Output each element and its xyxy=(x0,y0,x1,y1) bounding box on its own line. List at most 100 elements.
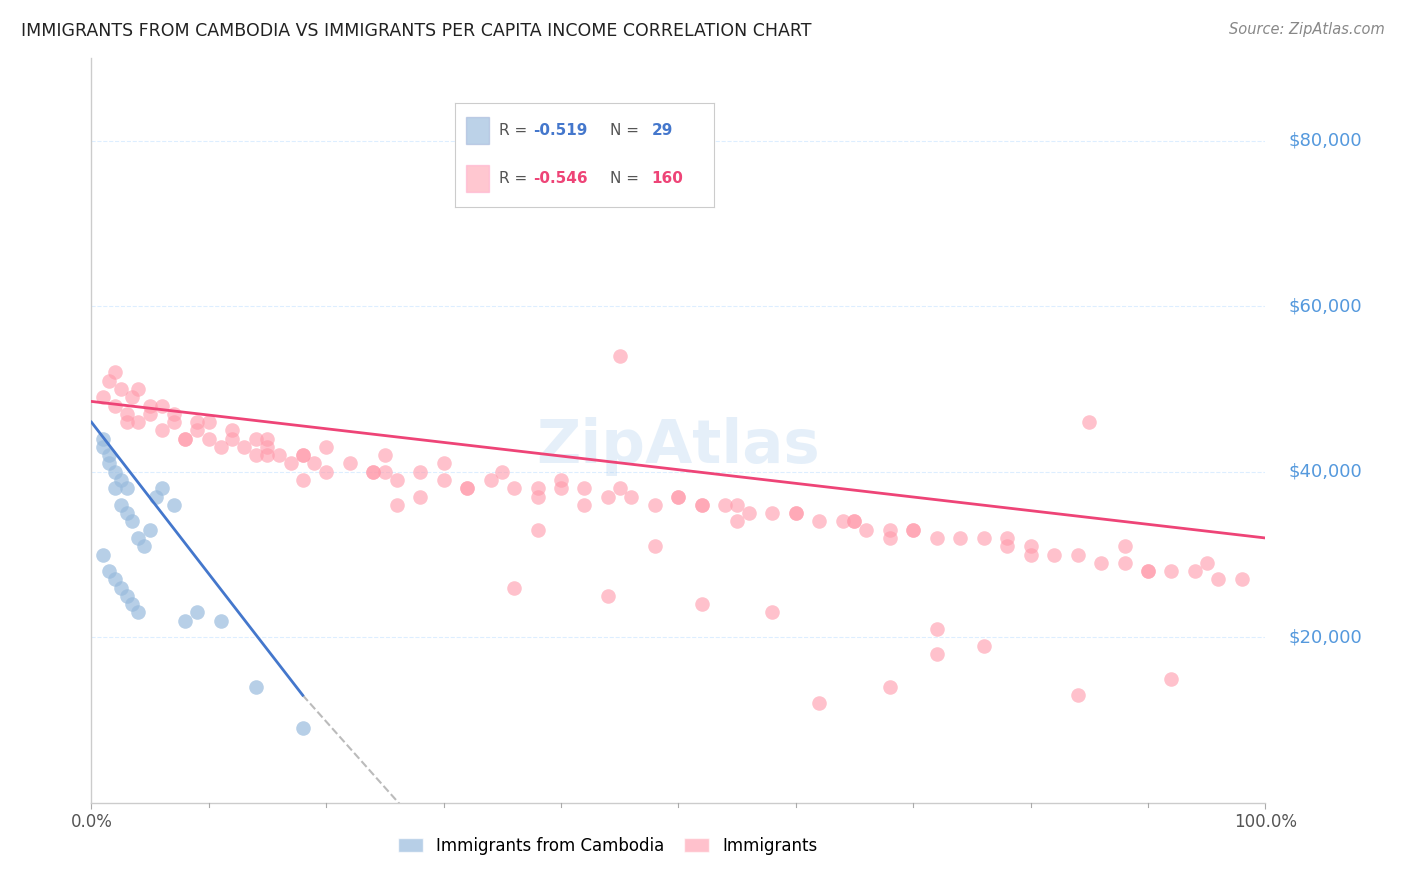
Point xyxy=(666,490,689,504)
Point xyxy=(503,481,526,495)
Point xyxy=(104,573,127,587)
Point xyxy=(550,473,572,487)
Point xyxy=(973,531,995,545)
Point xyxy=(162,407,184,421)
Point xyxy=(690,597,713,611)
Point xyxy=(761,606,783,620)
Point xyxy=(925,622,948,636)
Point xyxy=(150,481,173,495)
Point xyxy=(110,581,132,595)
Point xyxy=(127,531,149,545)
Point xyxy=(91,390,114,404)
Text: ZipAtlas: ZipAtlas xyxy=(537,417,820,476)
Point xyxy=(186,415,208,429)
Point xyxy=(245,680,267,694)
Point xyxy=(280,457,302,471)
Point xyxy=(879,680,901,694)
Point xyxy=(491,465,513,479)
Point xyxy=(1208,573,1230,587)
Point xyxy=(903,523,925,537)
Point xyxy=(879,523,901,537)
Point xyxy=(1114,539,1136,553)
Point xyxy=(91,548,114,562)
Text: IMMIGRANTS FROM CAMBODIA VS IMMIGRANTS PER CAPITA INCOME CORRELATION CHART: IMMIGRANTS FROM CAMBODIA VS IMMIGRANTS P… xyxy=(21,22,811,40)
Point xyxy=(104,481,127,495)
Point xyxy=(690,498,713,512)
Point xyxy=(209,614,232,628)
Point xyxy=(256,432,278,446)
Point xyxy=(690,498,713,512)
Point xyxy=(1043,548,1066,562)
Point xyxy=(409,465,432,479)
Point xyxy=(269,448,291,462)
Point xyxy=(1160,672,1182,686)
Point xyxy=(121,390,143,404)
Point xyxy=(150,399,173,413)
Text: Source: ZipAtlas.com: Source: ZipAtlas.com xyxy=(1229,22,1385,37)
Point xyxy=(456,481,478,495)
Point xyxy=(725,498,748,512)
Point xyxy=(596,490,619,504)
Point xyxy=(121,597,143,611)
Point xyxy=(115,415,138,429)
Point xyxy=(256,448,278,462)
Point xyxy=(186,606,208,620)
Point xyxy=(1078,415,1101,429)
Point xyxy=(433,457,456,471)
Point xyxy=(808,515,831,529)
Point xyxy=(574,498,596,512)
Point xyxy=(110,473,132,487)
Point xyxy=(162,498,184,512)
Point xyxy=(233,440,256,454)
Point xyxy=(98,374,121,388)
Point xyxy=(644,498,666,512)
Point xyxy=(808,697,831,711)
Point xyxy=(1066,548,1088,562)
Point xyxy=(1090,556,1112,570)
Point xyxy=(134,539,156,553)
Point xyxy=(291,448,314,462)
Point xyxy=(91,440,114,454)
Point xyxy=(925,647,948,661)
Point xyxy=(995,539,1018,553)
Point xyxy=(409,490,432,504)
Text: $40,000: $40,000 xyxy=(1289,463,1362,481)
Point xyxy=(1019,548,1042,562)
Point xyxy=(785,506,807,520)
Point xyxy=(374,448,396,462)
Legend: Immigrants from Cambodia, Immigrants: Immigrants from Cambodia, Immigrants xyxy=(391,830,825,862)
Point xyxy=(526,523,548,537)
Point xyxy=(315,440,337,454)
Point xyxy=(949,531,972,545)
Point xyxy=(139,523,162,537)
Point xyxy=(139,399,162,413)
Point xyxy=(139,407,162,421)
Point xyxy=(174,614,197,628)
Point xyxy=(879,531,901,545)
Point xyxy=(1136,564,1159,578)
Text: $60,000: $60,000 xyxy=(1289,297,1362,315)
Point xyxy=(197,415,219,429)
Point xyxy=(526,490,548,504)
Point xyxy=(91,432,114,446)
Point xyxy=(503,581,526,595)
Point xyxy=(925,531,948,545)
Point xyxy=(221,432,243,446)
Point xyxy=(855,523,877,537)
Point xyxy=(174,432,197,446)
Point xyxy=(104,399,127,413)
Point xyxy=(291,721,314,735)
Text: $20,000: $20,000 xyxy=(1289,628,1362,647)
Point xyxy=(162,415,184,429)
Point xyxy=(291,473,314,487)
Point xyxy=(1066,688,1088,702)
Point xyxy=(761,506,783,520)
Point xyxy=(115,481,138,495)
Point xyxy=(127,415,149,429)
Point xyxy=(304,457,326,471)
Point xyxy=(104,366,127,380)
Point xyxy=(197,432,219,446)
Point xyxy=(245,432,267,446)
Point xyxy=(115,589,138,603)
Point xyxy=(596,589,619,603)
